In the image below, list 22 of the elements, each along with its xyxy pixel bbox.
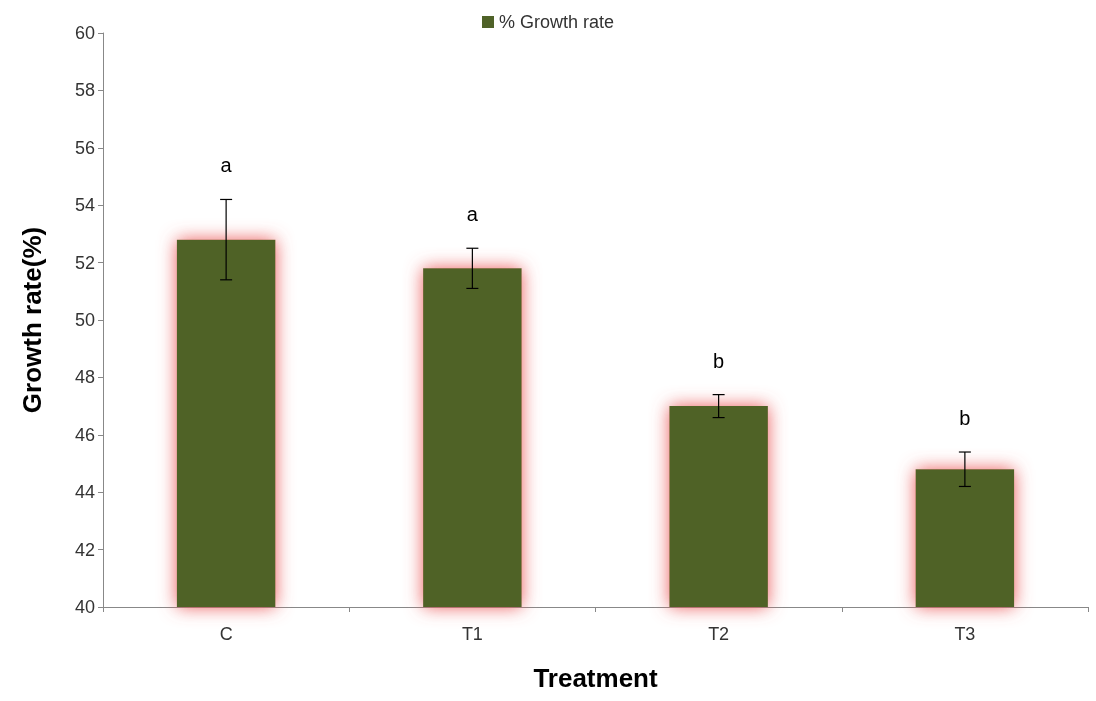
x-axis-title: Treatment [533, 663, 658, 693]
y-tick-label: 52 [74, 252, 95, 273]
y-tick-label: 56 [74, 137, 95, 158]
y-tick-label: 46 [74, 424, 95, 445]
x-tick-label: C [219, 624, 233, 644]
x-tick-label: T3 [954, 624, 976, 644]
y-tick-label: 50 [74, 310, 95, 330]
annotation: b [959, 407, 971, 430]
y-tick-label: 44 [74, 482, 95, 503]
x-tick-label: T1 [461, 624, 483, 644]
y-tick-label: 54 [74, 195, 95, 216]
annotation: b [713, 349, 725, 372]
legend-label: % Growth rate [498, 12, 615, 32]
y-tick-label: 58 [74, 80, 95, 101]
y-axis-title: Growth rate(%) [17, 226, 47, 414]
y-tick-label: 42 [74, 539, 95, 560]
x-tick-label: T2 [708, 624, 730, 644]
y-tick-label: 60 [74, 23, 95, 43]
annotation: a [466, 203, 479, 226]
y-tick-label: 48 [74, 367, 95, 388]
annotation: a [220, 154, 233, 177]
y-tick-label: 40 [74, 597, 95, 617]
